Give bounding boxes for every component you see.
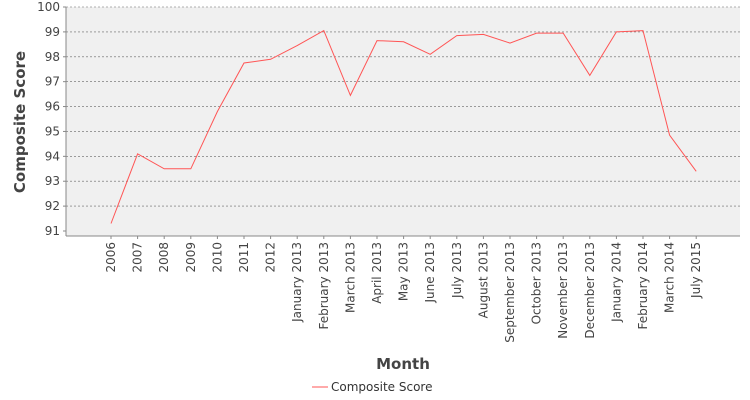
x-tick-label: February 2014: [636, 242, 650, 330]
x-tick-label: January 2013: [290, 242, 304, 323]
x-tick-label: February 2013: [317, 242, 331, 330]
x-tick-label: 2010: [210, 242, 224, 273]
grid-lines: [66, 6, 740, 207]
y-tick-label: 98: [45, 50, 60, 64]
y-axis-ticks: 91 92 93 94 95 96 97 98 99 100: [37, 0, 66, 238]
y-axis-title: Composite Score: [11, 51, 29, 193]
x-tick-label: March 2014: [663, 242, 677, 313]
x-tick-label: August 2013: [476, 242, 490, 318]
y-tick-label: 93: [45, 174, 60, 188]
x-tick-label: January 2014: [609, 242, 623, 323]
x-tick-label: March 2013: [343, 242, 357, 313]
y-tick-label: 100: [37, 0, 60, 14]
x-tick-label: May 2013: [397, 242, 411, 301]
x-tick-label: December 2013: [583, 242, 597, 339]
x-tick-label: June 2013: [423, 242, 437, 304]
plot-area: [66, 7, 740, 236]
x-tick-label: April 2013: [370, 242, 384, 304]
y-tick-label: 91: [45, 224, 60, 238]
y-tick-label: 99: [45, 25, 60, 39]
y-tick-label: 96: [45, 100, 60, 114]
x-tick-label: 2006: [104, 242, 118, 273]
x-tick-label: July 2015: [689, 242, 703, 299]
y-tick-label: 94: [45, 149, 60, 163]
x-tick-label: November 2013: [556, 242, 570, 339]
x-tick-label: 2012: [264, 242, 278, 273]
x-axis-ticks: 2006 2007 2008 2009 2010 2011 2012 January 2013…: [104, 236, 703, 343]
series-layer: [110, 29, 697, 224]
x-tick-label: September 2013: [503, 242, 517, 343]
x-tick-label: 2011: [237, 242, 251, 273]
x-tick-label: 2007: [131, 242, 145, 273]
x-tick-label: October 2013: [530, 242, 544, 324]
x-tick-label: 2009: [184, 242, 198, 273]
legend-label: Composite Score: [331, 380, 432, 394]
x-tick-label: 2008: [157, 242, 171, 273]
legend: Composite Score: [312, 380, 432, 394]
y-tick-label: 97: [45, 75, 60, 89]
x-axis-title: Month: [376, 355, 430, 373]
y-tick-label: 95: [45, 124, 60, 138]
y-tick-label: 92: [45, 199, 60, 213]
x-tick-label: July 2013: [450, 242, 464, 299]
series-line-composite-score: [110, 29, 697, 224]
